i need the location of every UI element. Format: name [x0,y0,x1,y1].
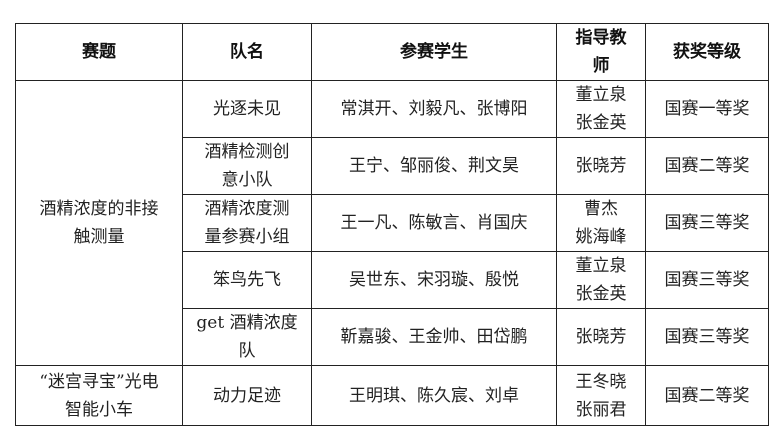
table-row: 酒精检测创 意小队 王宁、邹丽俊、荆文昊 张晓芳 国赛二等奖 [16,137,769,195]
team-cell: 光逐未见 [182,80,312,138]
advisor-cell: 董立泉 张金英 [556,80,646,138]
team-cell: 酒精浓度测 量参赛小组 [182,194,312,252]
advisor-cell: 王冬晓 张丽君 [556,365,646,426]
header-advisor: 指导教 师 [556,23,646,81]
team-cell: 动力足迹 [182,365,312,426]
advisor-cell: 曹杰 姚海峰 [556,194,646,252]
students-cell: 王宁、邹丽俊、荆文昊 [311,137,557,195]
advisor-cell: 张晓芳 [556,137,646,195]
students-cell: 吴世东、宋羽璇、殷悦 [311,251,557,309]
award-cell: 国赛三等奖 [645,194,769,252]
advisor-cell: 董立泉 张金英 [556,251,646,309]
table-row: 酒精浓度测 量参赛小组 王一凡、陈敏言、肖国庆 曹杰 姚海峰 国赛三等奖 [16,194,769,252]
awards-table: 赛题 队名 参赛学生 指导教 师 获奖等级 酒精浓度的非接 触测量 光逐未见 常… [15,23,769,426]
award-cell: 国赛二等奖 [645,137,769,195]
award-cell: 国赛三等奖 [645,251,769,309]
team-cell: 酒精检测创 意小队 [182,137,312,195]
students-cell: 王明琪、陈久宸、刘卓 [311,365,557,426]
header-topic: 赛题 [15,23,183,81]
students-cell: 王一凡、陈敏言、肖国庆 [311,194,557,252]
table-row: 酒精浓度的非接 触测量 光逐未见 常淇开、刘毅凡、张博阳 董立泉 张金英 国赛一… [15,80,769,366]
team-cell: get 酒精浓度 队 [182,308,312,366]
table-row: get 酒精浓度 队 靳嘉骏、王金帅、田岱鹏 张晓芳 国赛三等奖 [16,308,769,366]
topic-cell: 酒精浓度的非接 触测量 [15,80,183,366]
students-cell: 靳嘉骏、王金帅、田岱鹏 [311,308,557,366]
award-cell: 国赛二等奖 [645,365,769,426]
header-row: 赛题 队名 参赛学生 指导教 师 获奖等级 [15,23,769,81]
topic-cell: “迷宫寻宝”光电 智能小车 [15,365,183,426]
table-row: 笨鸟先飞 吴世东、宋羽璇、殷悦 董立泉 张金英 国赛三等奖 [16,251,769,309]
award-cell: 国赛三等奖 [645,308,769,366]
award-cell: 国赛一等奖 [645,80,769,138]
header-award: 获奖等级 [645,23,769,81]
header-team: 队名 [182,23,312,81]
table-row: “迷宫寻宝”光电 智能小车 动力足迹 王明琪、陈久宸、刘卓 王冬晓 张丽君 国赛… [15,365,769,426]
header-students: 参赛学生 [311,23,557,81]
students-cell: 常淇开、刘毅凡、张博阳 [311,80,557,138]
advisor-cell: 张晓芳 [556,308,646,366]
team-cell: 笨鸟先飞 [182,251,312,309]
